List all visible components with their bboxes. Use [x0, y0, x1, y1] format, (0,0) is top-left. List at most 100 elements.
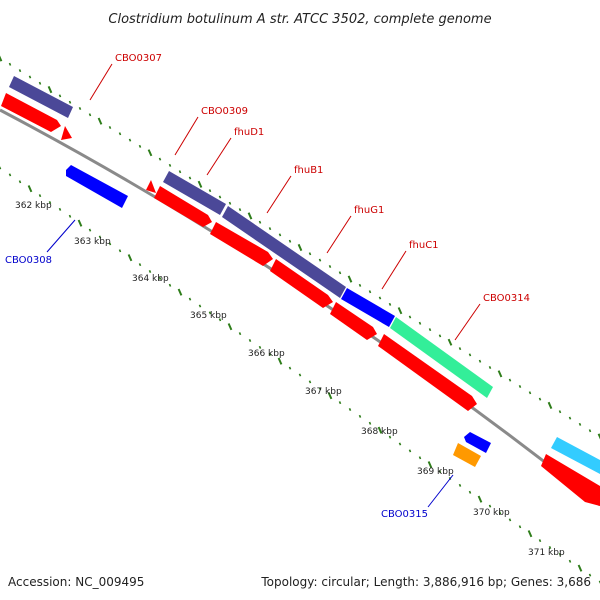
minor-tick: [278, 233, 282, 237]
minor-tick: [68, 100, 72, 104]
minor-tick: [508, 518, 512, 522]
major-tick: [277, 357, 283, 365]
minor-tick: [438, 470, 442, 474]
gene-fhub1[interactable]: [222, 206, 346, 298]
kbp-label: 370 kbp: [473, 508, 510, 518]
gene-label[interactable]: CBO0314: [483, 293, 530, 304]
minor-tick: [158, 276, 162, 280]
minor-tick: [288, 239, 292, 243]
major-tick: [147, 149, 153, 157]
gene-fhud1[interactable]: [163, 171, 226, 215]
gene-label[interactable]: CBO0315: [381, 509, 428, 520]
outer-gene-track: [9, 76, 600, 474]
minor-tick: [8, 173, 12, 177]
major-tick: [477, 495, 483, 503]
major-tick: [377, 426, 383, 434]
minor-tick: [588, 429, 592, 433]
major-tick: [327, 392, 333, 400]
major-tick: [227, 323, 233, 331]
minor-tick: [338, 401, 342, 405]
minor-tick: [108, 242, 112, 246]
cds-cbo0309[interactable]: [146, 180, 156, 193]
gene-cbo0316[interactable]: [551, 437, 600, 474]
minor-tick: [338, 271, 342, 275]
minor-tick: [178, 170, 182, 174]
minor-tick: [0, 166, 2, 170]
kbp-label: 362 kbp: [15, 201, 52, 211]
minor-tick: [138, 144, 142, 148]
minor-tick: [268, 352, 272, 356]
cds-fhub1[interactable]: [210, 222, 273, 266]
minor-tick: [118, 132, 122, 136]
topology-summary: Topology: circular; Length: 3,886,916 bp…: [260, 575, 591, 589]
cds-cbo0307[interactable]: [1, 93, 61, 132]
minor-tick: [238, 332, 242, 336]
gene-label[interactable]: CBO0309: [201, 106, 248, 117]
major-tick: [397, 307, 403, 315]
cds-fhud1[interactable]: [154, 186, 212, 227]
minor-tick: [148, 269, 152, 274]
minor-tick: [58, 207, 62, 211]
minor-tick: [18, 69, 22, 73]
minor-tick: [468, 353, 472, 357]
callout-cbo0315: [427, 474, 454, 508]
gene-label[interactable]: CBO0307: [115, 53, 162, 64]
minor-tick: [208, 189, 212, 193]
cds-cbo0314[interactable]: [378, 334, 477, 411]
forward-gene-labels: CBO0307 CBO0309 fhuD1 fhuB1 fhuG1 fhuC1 …: [115, 53, 530, 304]
gene-cbo0315[interactable]: [453, 443, 481, 467]
minor-tick: [368, 290, 372, 294]
kbp-label: 366 kbp: [248, 349, 285, 359]
gene-cbo0307[interactable]: [9, 76, 73, 118]
kbp-label: 363 kbp: [74, 237, 111, 247]
minor-tick: [238, 208, 242, 212]
minor-tick: [558, 552, 562, 556]
minor-tick: [318, 258, 322, 262]
minor-tick: [498, 511, 502, 515]
cds-cbo0307-end[interactable]: [61, 126, 72, 140]
gene-label[interactable]: fhuD1: [234, 127, 264, 138]
minor-tick: [28, 75, 32, 79]
minor-tick: [308, 380, 312, 384]
major-tick: [127, 254, 133, 262]
major-tick: [527, 530, 533, 538]
kbp-label: 367 kbp: [305, 387, 342, 397]
cds-fhuc1[interactable]: [330, 302, 377, 340]
cds-cbo0316[interactable]: [541, 454, 600, 506]
callout-fhud1: [206, 137, 232, 176]
minor-tick: [48, 200, 52, 205]
gene-label[interactable]: fhuB1: [294, 165, 323, 176]
minor-tick: [358, 414, 362, 418]
minor-tick: [538, 539, 542, 543]
minor-tick: [158, 157, 162, 161]
major-tick: [177, 288, 183, 296]
minor-tick: [488, 365, 492, 370]
minor-tick: [18, 180, 22, 184]
gene-cbo0314[interactable]: [390, 317, 493, 398]
minor-tick: [578, 422, 582, 426]
gene-label[interactable]: CBO0308: [5, 255, 52, 266]
reverse-gene-labels: CBO0308 CBO0315: [5, 255, 428, 520]
major-tick: [197, 180, 203, 188]
gene-label[interactable]: fhuC1: [409, 240, 439, 251]
major-tick: [77, 219, 83, 227]
gene-label[interactable]: fhuG1: [354, 205, 384, 216]
minor-tick: [518, 525, 522, 529]
gene-cbo0308[interactable]: [66, 165, 128, 208]
major-tick: [297, 243, 303, 252]
gene-small-blue[interactable]: [464, 432, 491, 453]
minor-tick: [438, 334, 442, 338]
minor-tick: [568, 416, 572, 420]
cds-fhug1[interactable]: [270, 259, 333, 308]
minor-tick: [188, 176, 192, 180]
kbp-labels: 362 kbp 363 kbp 364 kbp 365 kbp 366 kbp …: [15, 201, 565, 558]
minor-tick: [138, 263, 142, 267]
minor-tick: [478, 359, 482, 363]
minor-tick: [58, 94, 62, 98]
major-tick: [497, 370, 503, 378]
callout-fhug1: [326, 215, 352, 254]
major-tick: [0, 55, 3, 62]
gene-fhuc1[interactable]: [341, 288, 395, 327]
